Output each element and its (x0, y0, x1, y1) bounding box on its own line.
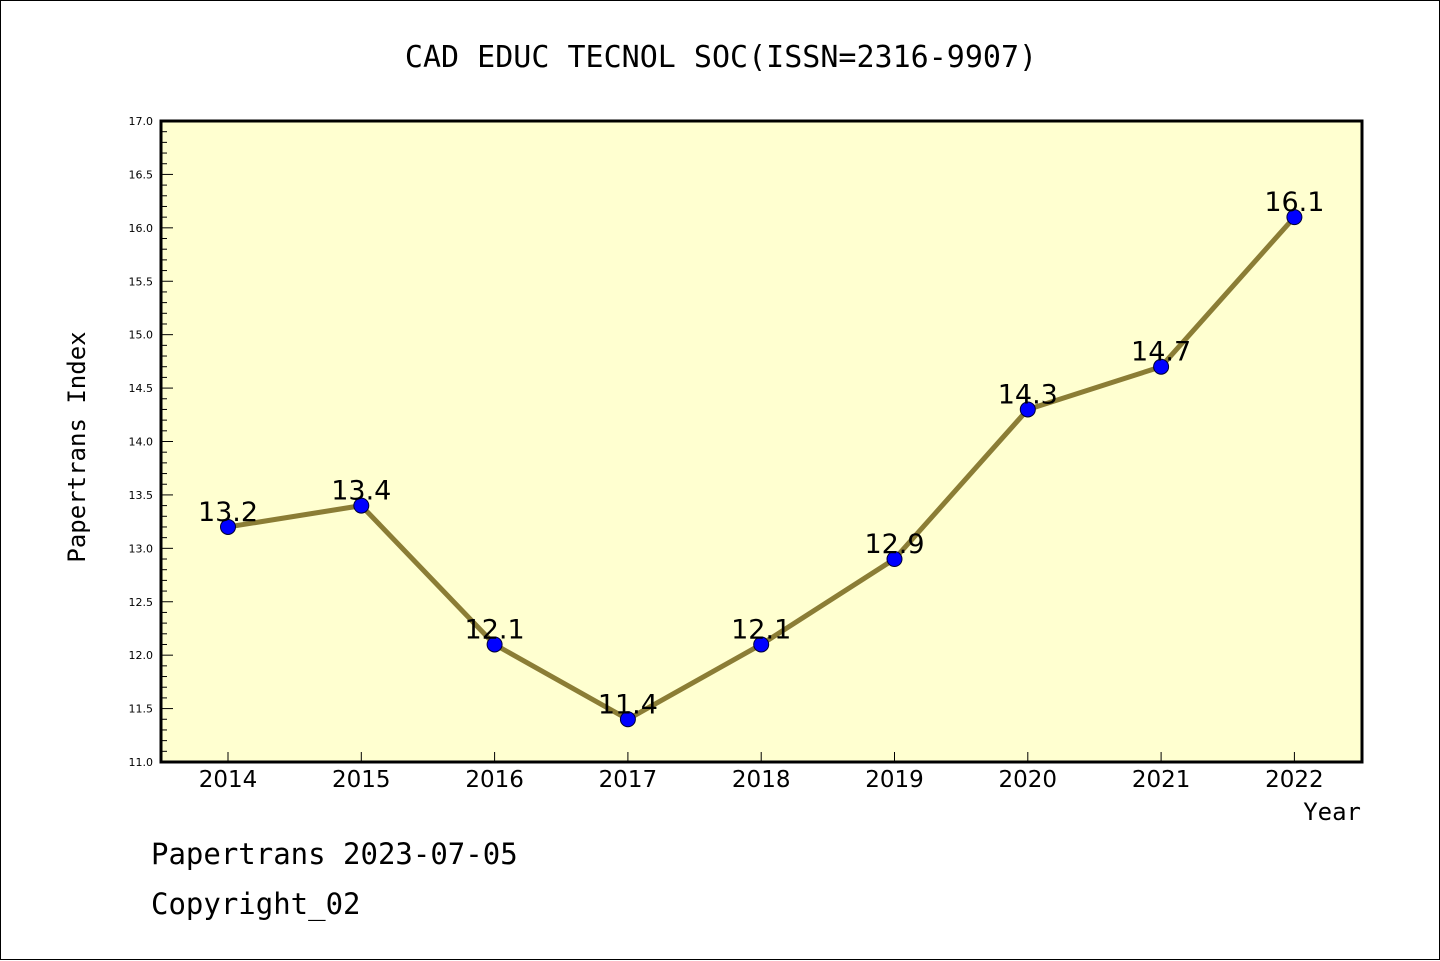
data-label: 16.1 (1264, 187, 1324, 218)
y-tick-label: 15.5 (129, 275, 154, 288)
x-axis: 2014 2015 2016 2017 2018 2019 2020 2021 2022 (199, 752, 1324, 793)
series-markers (220, 209, 1303, 728)
y-tick-label: 14.5 (129, 382, 154, 395)
y-tick-label: 16.0 (129, 222, 154, 235)
data-label: 14.3 (998, 379, 1058, 410)
y-tick-label: 11.0 (129, 756, 154, 769)
data-point (1019, 401, 1036, 418)
data-point (353, 497, 370, 514)
x-tick-label: 2017 (599, 767, 658, 793)
x-tick-label: 2019 (865, 767, 924, 793)
y-tick-label: 12.5 (129, 596, 154, 609)
x-tick-label: 2016 (465, 767, 524, 793)
data-labels: 13.2 13.4 12.1 11.4 12.1 12.9 14.3 14.7 16.1 (198, 187, 1325, 720)
footer-copyright: Copyright_02 (151, 887, 361, 921)
data-label: 12.9 (864, 529, 924, 560)
y-tick-label: 17.0 (129, 115, 154, 128)
chart-title: CAD EDUC TECNOL SOC(ISSN=2316-9907) (405, 40, 1037, 75)
data-point (1153, 358, 1170, 375)
data-label: 14.7 (1131, 337, 1191, 368)
y-tick-label: 14.0 (129, 436, 154, 449)
x-tick-label: 2021 (1132, 767, 1191, 793)
y-axis: 11.0 11.5 12.0 12.5 13.0 13.5 14.0 14.5 15.0 15.5… (129, 115, 173, 769)
data-point (619, 711, 636, 728)
plot-area (161, 121, 1362, 762)
data-label: 13.2 (198, 497, 258, 528)
y-tick-label: 13.5 (129, 489, 154, 502)
x-tick-label: 2022 (1265, 767, 1324, 793)
data-point (220, 518, 236, 535)
y-tick-label: 12.0 (129, 649, 154, 662)
data-label: 12.1 (465, 614, 525, 645)
data-label: 13.4 (331, 476, 391, 507)
data-label: 11.4 (598, 689, 658, 720)
data-point (1286, 209, 1303, 226)
plot-border (159, 119, 1364, 764)
data-point (753, 636, 770, 653)
y-tick-label: 13.0 (129, 542, 154, 555)
footer-date: Papertrans 2023-07-05 (151, 837, 518, 871)
y-axis-label: Papertrans Index (63, 331, 91, 562)
data-label: 12.1 (731, 614, 791, 645)
y-tick-label: 16.5 (129, 168, 154, 181)
x-tick-label: 2014 (199, 767, 258, 793)
x-tick-label: 2018 (732, 767, 791, 793)
data-point (486, 636, 503, 653)
x-axis-label: Year (1303, 798, 1361, 826)
data-point (886, 551, 903, 568)
y-tick-label: 15.0 (129, 329, 154, 342)
x-tick-label: 2015 (332, 767, 391, 793)
y-tick-label: 11.5 (129, 703, 154, 716)
x-tick-label: 2020 (999, 767, 1058, 793)
